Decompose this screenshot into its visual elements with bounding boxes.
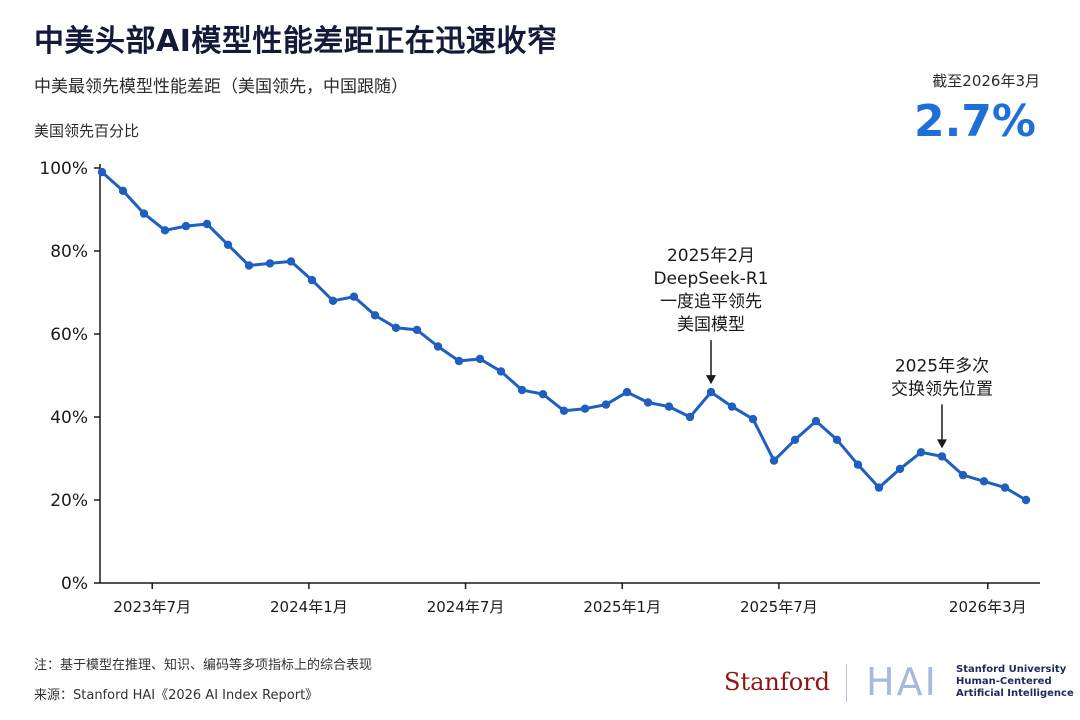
data-point <box>265 259 275 268</box>
hai-logo-line: Stanford University <box>956 664 1067 675</box>
data-point <box>895 464 905 474</box>
data-point <box>286 257 296 266</box>
data-point <box>328 296 338 305</box>
as-of-value: 2.7% <box>913 96 1036 147</box>
annotation-text: DeepSeek-R1 <box>653 269 768 289</box>
data-point <box>1021 495 1031 505</box>
hai-logo: HAI <box>866 660 938 704</box>
y-tick-label: 60% <box>50 325 88 345</box>
data-point <box>391 323 401 332</box>
data-point <box>601 400 611 409</box>
data-point <box>559 406 569 415</box>
annotation-text: 2025年2月 <box>667 246 755 266</box>
data-point <box>769 456 779 465</box>
annotation-arrow-head <box>706 375 716 385</box>
data-point <box>958 470 968 480</box>
data-point <box>748 414 758 424</box>
x-tick-label: 2026年3月 <box>949 598 1027 616</box>
source-note: 来源：Stanford HAI《2026 AI Index Report》 <box>34 688 319 703</box>
hai-logo-line: Human-Centered <box>956 676 1052 687</box>
series-line <box>101 170 1027 502</box>
data-point <box>580 404 590 413</box>
x-tick-label: 2023年7月 <box>113 598 191 616</box>
annotation-text: 交换领先位置 <box>891 379 993 399</box>
x-tick-label: 2025年1月 <box>583 598 661 616</box>
data-point <box>139 209 149 218</box>
annotation-text: 一度追平领先 <box>660 292 762 312</box>
chart-subtitle: 中美最领先模型性能差距（美国领先，中国跟随） <box>34 77 408 97</box>
data-point <box>475 354 485 364</box>
data-point <box>937 452 947 461</box>
data-point <box>160 226 170 235</box>
data-point <box>874 483 884 492</box>
x-tick-label: 2024年7月 <box>427 598 505 616</box>
annotation-arrow-head <box>937 439 947 449</box>
data-point <box>181 221 191 231</box>
data-point <box>664 402 674 411</box>
as-of-label: 截至2026年3月 <box>932 72 1040 90</box>
data-point <box>832 435 842 444</box>
data-point <box>307 275 317 285</box>
data-point <box>97 167 107 177</box>
y-tick-label: 0% <box>61 574 88 594</box>
data-point <box>244 261 254 270</box>
data-point <box>496 367 506 376</box>
data-point <box>202 219 212 229</box>
data-point <box>853 460 863 469</box>
data-point <box>454 356 464 366</box>
annotation-text: 2025年多次 <box>895 356 989 376</box>
stanford-logo: Stanford <box>724 668 831 696</box>
data-point <box>916 448 926 457</box>
footnote: 注：基于模型在推理、知识、编码等多项指标上的综合表现 <box>34 658 373 673</box>
data-point <box>118 186 128 195</box>
data-point <box>412 325 422 335</box>
data-point <box>622 387 632 397</box>
x-tick-label: 2025年7月 <box>740 598 818 616</box>
data-point <box>643 398 653 407</box>
data-point <box>685 412 695 422</box>
data-point <box>370 311 380 320</box>
data-point <box>790 435 800 444</box>
y-tick-label: 40% <box>50 408 88 428</box>
data-point <box>538 390 548 399</box>
data-point <box>223 240 233 249</box>
hai-logo-line: Artificial Intelligence <box>956 688 1074 699</box>
y-tick-label: 80% <box>50 242 88 262</box>
x-tick-label: 2024年1月 <box>270 598 348 616</box>
y-tick-label: 20% <box>50 491 88 511</box>
chart-title: 中美头部AI模型性能差距正在迅速收窄 <box>34 24 558 59</box>
data-point <box>727 402 737 411</box>
logo-divider <box>846 664 847 702</box>
data-point <box>517 385 527 395</box>
data-point <box>811 416 821 426</box>
data-point <box>706 387 716 397</box>
hai-logo-text: Stanford University Human-Centered Artif… <box>956 664 1074 700</box>
data-point <box>1000 483 1010 492</box>
data-point <box>349 292 359 301</box>
data-point <box>979 477 989 486</box>
y-axis-title: 美国领先百分比 <box>34 122 140 140</box>
y-tick-label: 100% <box>39 159 88 179</box>
data-point <box>433 342 443 351</box>
annotation-text: 美国模型 <box>677 315 745 335</box>
